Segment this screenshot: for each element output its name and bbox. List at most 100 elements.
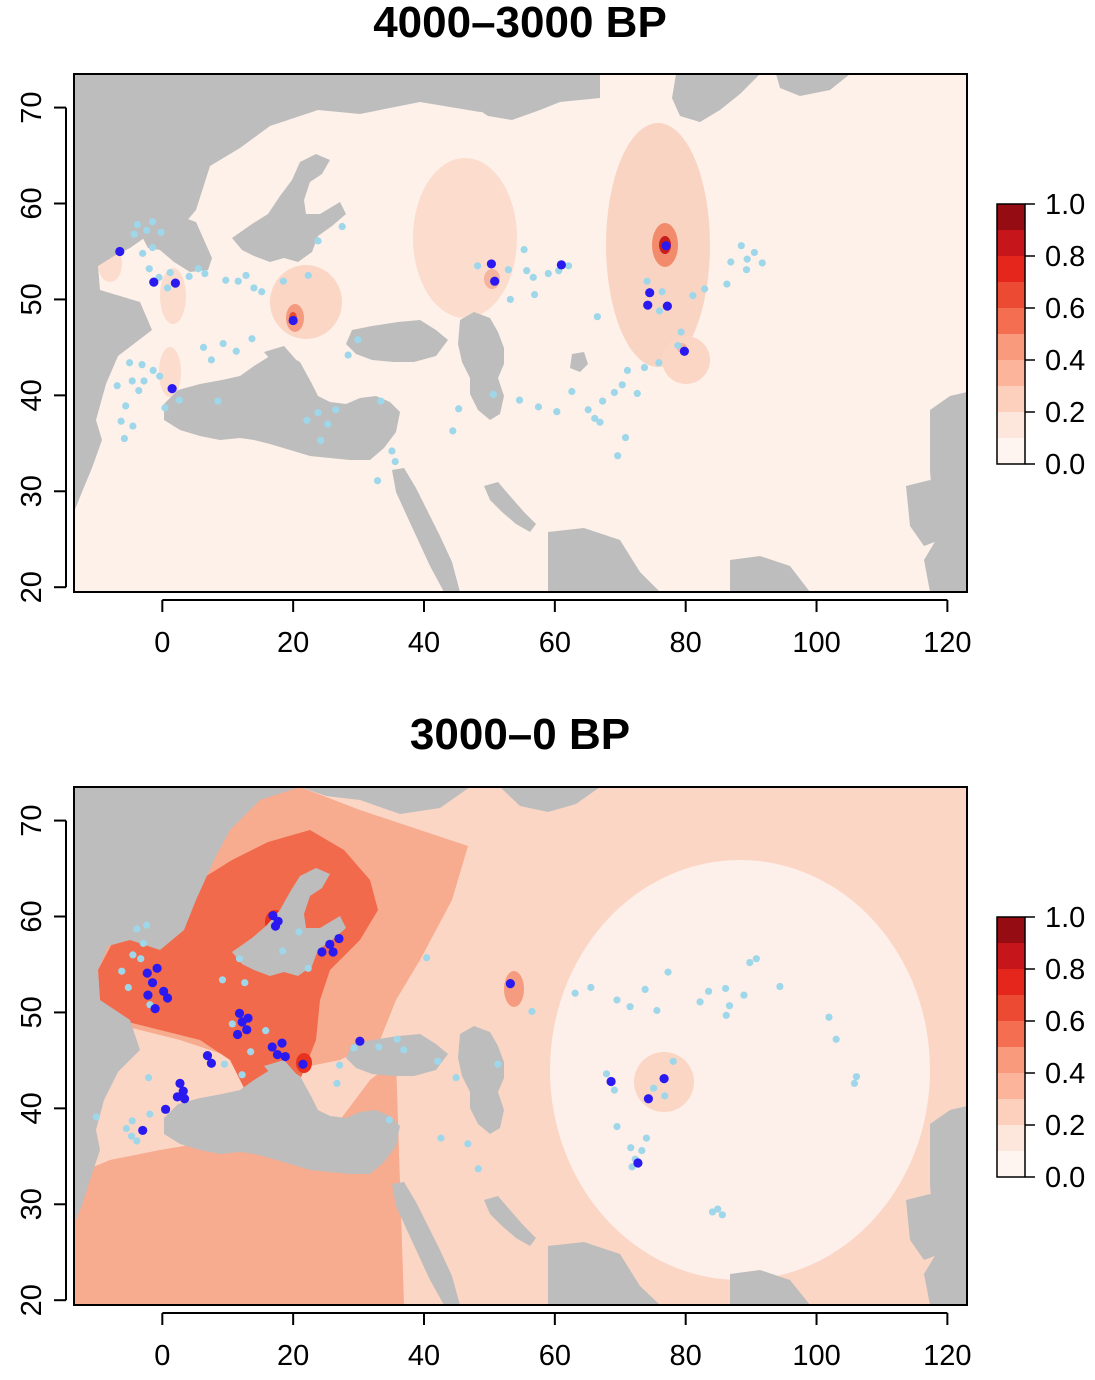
sites-absent (92, 921, 861, 1219)
site-absent-point (199, 343, 208, 351)
land-background (74, 74, 967, 592)
site-absent-point (591, 414, 599, 422)
adriatic (264, 1060, 312, 1104)
site-absent-point (750, 248, 758, 257)
site-present-point (142, 968, 152, 978)
site-present-point (159, 986, 169, 996)
site-absent-point (391, 457, 399, 466)
site-absent-point (279, 947, 287, 955)
site-absent-point (295, 928, 303, 936)
site-absent-point (474, 1165, 482, 1173)
site-absent-point (621, 433, 630, 442)
atlantic (74, 74, 600, 512)
site-absent-point (149, 366, 157, 375)
site-present-point (147, 978, 158, 988)
site-absent-point (626, 1003, 634, 1011)
legend-swatch (997, 1047, 1025, 1073)
legend-swatch (997, 386, 1025, 412)
site-present-point (232, 1029, 243, 1040)
site-absent-point (133, 925, 141, 933)
legend-tick-label: 0.8 (1045, 954, 1085, 986)
site-absent-point (234, 277, 242, 285)
panel-1-frame (73, 73, 968, 593)
site-absent-point (722, 1011, 730, 1019)
site-present-point (645, 288, 655, 298)
x-tick-label: 40 (408, 627, 440, 659)
site-present-point (179, 1094, 190, 1104)
site-present-point (280, 1051, 290, 1062)
bay-of-bengal (730, 556, 810, 592)
site-absent-point (279, 277, 287, 285)
site-absent-point (304, 271, 312, 280)
site-absent-point (610, 1086, 618, 1094)
site-absent-point (314, 409, 322, 417)
x-tick-label: 20 (277, 1340, 309, 1372)
east-china-sea (906, 480, 948, 546)
surface-zone-britain (160, 268, 186, 324)
site-absent-point (133, 1137, 141, 1145)
site-absent-point (776, 982, 784, 991)
baltic (232, 868, 346, 976)
site-present-point (149, 277, 159, 287)
site-absent-point (138, 361, 146, 369)
site-absent-point (602, 1070, 611, 1078)
site-absent-point (140, 377, 148, 385)
site-absent-point (113, 382, 121, 390)
site-absent-point (304, 964, 312, 972)
site-absent-point (156, 372, 164, 380)
persian-gulf (484, 482, 536, 532)
legend-tick-label: 0.6 (1045, 293, 1085, 325)
panel-1-map (74, 74, 967, 592)
panel-2: 3000–0 BP (16, 710, 972, 1372)
site-absent-point (613, 1122, 621, 1131)
site-absent-point (423, 954, 431, 962)
site-absent-point (689, 291, 697, 300)
site-absent-point (333, 1079, 341, 1088)
site-present-point (662, 301, 672, 311)
caspian (458, 1026, 504, 1134)
bay-of-bengal (730, 1270, 810, 1305)
legend-swatch (997, 943, 1025, 969)
site-absent-point (613, 996, 621, 1004)
legend-swatch (997, 230, 1025, 256)
surface-zone-asia (550, 860, 930, 1280)
legend-swatch (997, 1021, 1025, 1047)
east-china-sea (906, 1194, 948, 1260)
y-tick-label: 60 (16, 187, 48, 219)
legend-swatch (997, 282, 1025, 308)
legend-swatch (997, 1073, 1025, 1099)
site-absent-point (338, 222, 346, 231)
site-present-point (490, 276, 500, 286)
legend-swatch (997, 1151, 1025, 1177)
pacific (924, 392, 967, 592)
site-absent-point (449, 427, 457, 435)
site-present-point (334, 933, 344, 944)
site-absent-point (752, 955, 760, 963)
site-present-point (267, 1042, 277, 1052)
site-absent-point (596, 418, 604, 426)
site-present-point (486, 259, 496, 269)
site-absent-point (124, 983, 132, 992)
site-present-point (328, 947, 338, 957)
site-absent-point (218, 976, 227, 984)
site-absent-point (185, 272, 193, 281)
site-absent-point (506, 295, 514, 304)
arctic-3 (776, 74, 850, 96)
site-absent-point (614, 452, 622, 460)
site-absent-point (633, 389, 641, 398)
site-absent-point (534, 403, 543, 411)
site-present-point (272, 1050, 283, 1060)
site-absent-point (655, 307, 664, 315)
x-tick-label: 0 (154, 627, 170, 659)
site-present-point (679, 346, 689, 356)
site-absent-point (262, 1027, 270, 1035)
y-tick-label: 50 (16, 996, 48, 1028)
site-absent-point (544, 269, 552, 278)
panel-1: 4000–3000 BP (16, 0, 972, 659)
panel-1-axes: 0 20 40 60 80 100 120 20 30 40 50 60 70 (16, 91, 972, 659)
site-absent-point (242, 271, 250, 280)
site-present-point (288, 315, 298, 326)
site-absent-point (641, 985, 649, 994)
site-absent-point (303, 416, 311, 424)
